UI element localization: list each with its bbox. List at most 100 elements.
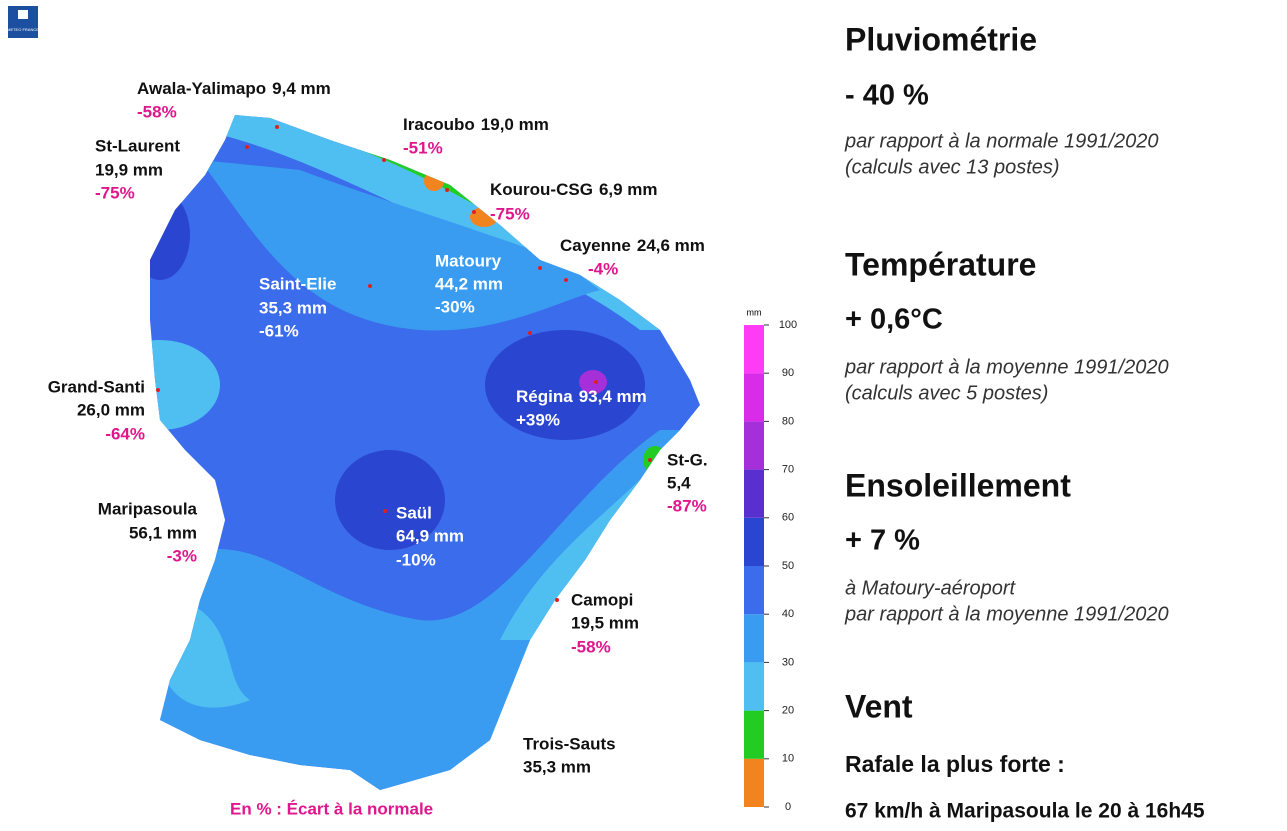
station-deviation: -58% [137, 102, 177, 121]
summary-title: Pluviométrie [845, 21, 1037, 57]
station-dot [383, 509, 387, 513]
logo-text: METEO FRANCE [7, 27, 39, 32]
station-deviation: -10% [396, 550, 436, 569]
station-name: Camopi [571, 590, 633, 609]
station-name: Cayenne [560, 236, 631, 255]
station-deviation: -61% [259, 321, 299, 340]
station-deviation: -87% [667, 496, 707, 515]
station-dot [382, 158, 386, 162]
legend-tick-label: 50 [782, 560, 794, 572]
legend-tick-label: 10 [782, 753, 794, 765]
summary-value: + 7 % [845, 525, 920, 557]
legend-tick-label: 30 [782, 656, 794, 668]
summary-title: Ensoleillement [845, 467, 1071, 503]
station-amount: 19,5 mm [571, 613, 639, 632]
station-name: Saül [396, 503, 432, 522]
station-amount: 35,3 mm [523, 757, 591, 776]
station-amount: 26,0 mm [77, 400, 145, 419]
station-name: Kourou-CSG [490, 180, 593, 199]
station-amount: 19,0 mm [481, 115, 549, 134]
summary-note: par rapport à la moyenne 1991/2020 [844, 356, 1169, 378]
station-amount: 35,3 mm [259, 298, 327, 317]
summary-note: 67 km/h à Maripasoula le 20 à 16h45 [845, 800, 1205, 823]
station-dot [564, 278, 568, 282]
station-dot [594, 380, 598, 384]
summary-note: à Matoury-aéroport [845, 577, 1017, 599]
station-dot [538, 266, 542, 270]
station-label: Awala-Yalimapo 9,4 mm [137, 79, 331, 98]
station-name: Maripasoula [98, 499, 198, 518]
station-amount: 5,4 [667, 473, 691, 492]
station-deviation: -3% [167, 546, 197, 565]
station-amount: 6,9 mm [599, 180, 658, 199]
station-amount: 19,9 mm [95, 160, 163, 179]
station-name: Trois-Sauts [523, 734, 616, 753]
station-dot [275, 125, 279, 129]
legend-tick-label: 100 [779, 319, 797, 331]
station-deviation: -4% [588, 259, 618, 278]
legend-swatch [744, 373, 764, 422]
station-label: Régina 93,4 mm [516, 387, 647, 406]
station-deviation: -30% [435, 297, 475, 316]
station-amount: 56,1 mm [129, 523, 197, 542]
logo-icon [18, 10, 28, 19]
summary-value: + 0,6°C [845, 304, 943, 336]
station-name: Régina [516, 387, 573, 406]
summary-note: (calculs avec 5 postes) [845, 382, 1048, 404]
summary-value: - 40 % [845, 80, 929, 112]
station-dot [368, 284, 372, 288]
legend-tick-label: 70 [782, 464, 794, 476]
station-dot [555, 598, 559, 602]
summary-note: par rapport à la moyenne 1991/2020 [844, 603, 1169, 625]
station-name: Matoury [435, 251, 502, 270]
station-deviation: -58% [571, 637, 611, 656]
station-amount: 9,4 mm [272, 79, 331, 98]
legend-swatch [744, 517, 764, 566]
legend-tick-label: 20 [782, 705, 794, 717]
legend-tick-label: 0 [785, 801, 791, 813]
legend-swatch [744, 566, 764, 615]
station-amount: 93,4 mm [579, 387, 647, 406]
station-dot [245, 145, 249, 149]
legend-swatch [744, 614, 764, 663]
station-name: Saint-Elie [259, 274, 336, 293]
station-amount: 44,2 mm [435, 274, 503, 293]
station-deviation: -75% [95, 183, 135, 202]
map [150, 115, 700, 790]
station-name: St-G. [667, 450, 708, 469]
station-dot [472, 210, 476, 214]
station-name: Iracoubo [403, 115, 475, 134]
station-name: Grand-Santi [48, 377, 145, 396]
summary-title: Vent [845, 688, 913, 724]
summary-note: par rapport à la normale 1991/2020 [844, 130, 1159, 152]
station-label: Kourou-CSG 6,9 mm [490, 180, 658, 199]
station-deviation: -51% [403, 138, 443, 157]
station-amount: 24,6 mm [637, 236, 705, 255]
summary-title: Température [845, 246, 1036, 282]
legend-tick-label: 40 [782, 608, 794, 620]
legend-swatch [744, 325, 764, 374]
legend-swatch [744, 469, 764, 518]
summary-note: (calculs avec 13 postes) [845, 156, 1060, 178]
legend-tick-label: 80 [782, 415, 794, 427]
station-label: Iracoubo 19,0 mm [403, 115, 549, 134]
station-deviation: -64% [105, 424, 145, 443]
legend-swatch [744, 421, 764, 470]
station-label: Cayenne 24,6 mm [560, 236, 705, 255]
station-amount: 64,9 mm [396, 526, 464, 545]
station-dot [648, 458, 652, 462]
station-name: St-Laurent [95, 136, 180, 155]
summary-value: Rafale la plus forte : [845, 751, 1065, 777]
legend-unit: mm [747, 307, 762, 317]
station-deviation: +39% [516, 410, 560, 429]
station-name: Awala-Yalimapo [137, 79, 266, 98]
station-dot [156, 388, 160, 392]
station-dot [445, 188, 449, 192]
footnote: En % : Écart à la normale [230, 799, 433, 818]
legend-swatch [744, 710, 764, 759]
station-dot [528, 331, 532, 335]
legend-swatch [744, 662, 764, 711]
legend-swatch [744, 758, 764, 807]
legend-tick-label: 60 [782, 512, 794, 524]
